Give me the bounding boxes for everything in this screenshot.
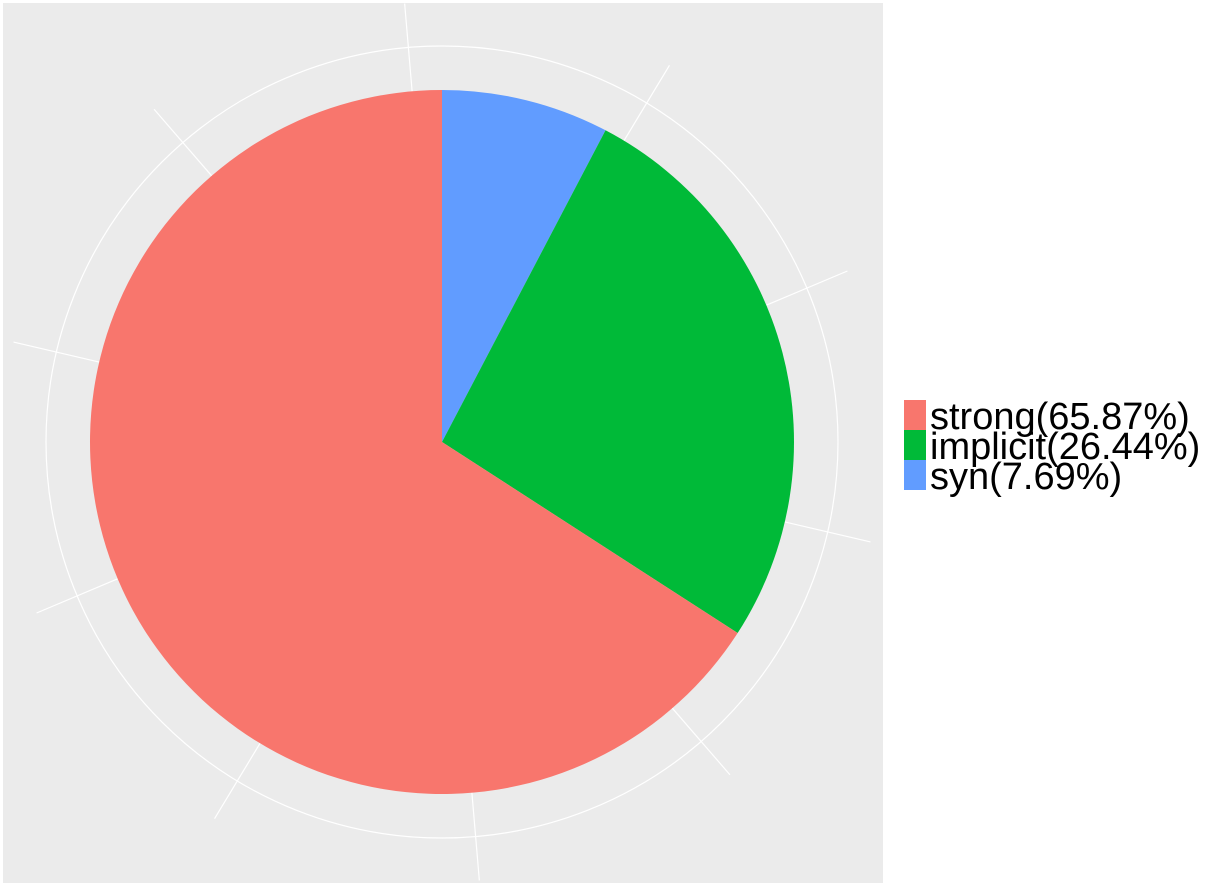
legend-key-implicit: [904, 430, 926, 460]
polar-grid: [13, 3, 871, 881]
grid-circle: [45, 45, 839, 839]
grid-radial-line: [404, 3, 413, 92]
legend-key-syn: [904, 460, 926, 490]
grid-radial-line: [784, 521, 871, 543]
grid-radial-line: [13, 341, 100, 363]
grid-radial-line: [766, 270, 848, 306]
grid-radial-line: [153, 108, 213, 177]
grid-radial-line: [36, 578, 118, 614]
pie-slice-implicit: [442, 130, 795, 634]
legend-label-strong: strong(65.87%): [930, 396, 1190, 438]
grid-radial-line: [471, 792, 480, 881]
grid-radial-line: [671, 707, 731, 776]
legend: strong(65.87%) implicit(26.44%) syn(7.69…: [904, 396, 1200, 498]
grid-radial-line: [214, 743, 261, 819]
legend-key-strong: [904, 400, 926, 430]
pie-slice-syn: [442, 90, 606, 442]
legend-label-implicit: implicit(26.44%): [930, 426, 1200, 468]
pie-slices: [90, 90, 795, 794]
legend-label-syn: syn(7.69%): [930, 456, 1122, 498]
pie-slice-strong: [90, 90, 738, 794]
grid-radial-line: [623, 65, 670, 141]
